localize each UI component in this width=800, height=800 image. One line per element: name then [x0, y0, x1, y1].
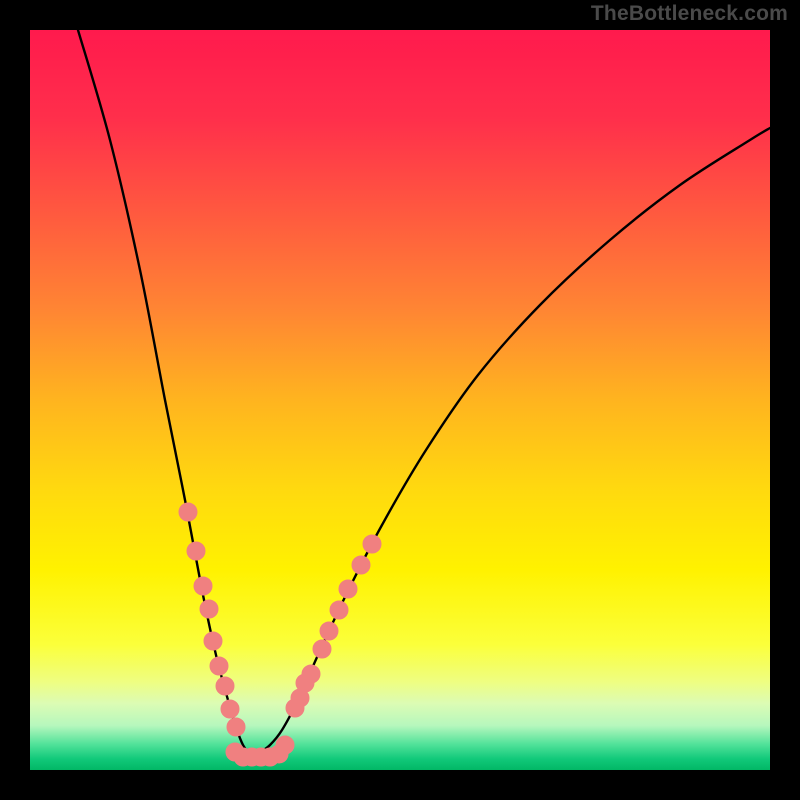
chart-frame: TheBottleneck.com — [0, 0, 800, 800]
data-marker — [179, 503, 197, 521]
data-marker — [194, 577, 212, 595]
data-marker — [276, 736, 294, 754]
data-marker — [216, 677, 234, 695]
data-marker — [200, 600, 218, 618]
data-marker — [187, 542, 205, 560]
data-marker — [352, 556, 370, 574]
data-marker — [363, 535, 381, 553]
data-marker — [210, 657, 228, 675]
data-marker — [204, 632, 222, 650]
chart-svg — [30, 30, 770, 770]
data-marker — [313, 640, 331, 658]
data-marker — [320, 622, 338, 640]
plot-area — [30, 30, 770, 770]
data-marker — [339, 580, 357, 598]
data-marker — [221, 700, 239, 718]
data-marker — [330, 601, 348, 619]
data-marker — [227, 718, 245, 736]
gradient-background — [30, 30, 770, 770]
watermark-text: TheBottleneck.com — [591, 2, 788, 26]
data-marker — [302, 665, 320, 683]
